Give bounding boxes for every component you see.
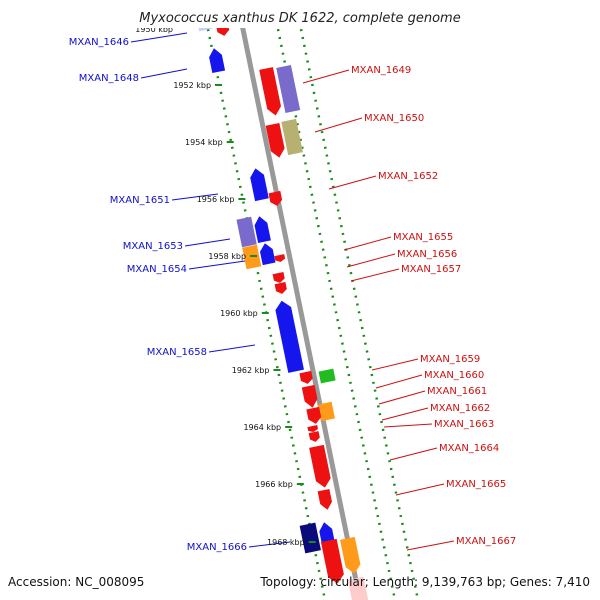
backbone-line bbox=[234, 0, 363, 600]
leader-line bbox=[184, 238, 231, 247]
gene-label-right: MXAN_1656 bbox=[397, 249, 457, 260]
leader-line bbox=[314, 117, 363, 133]
leader-line bbox=[378, 390, 426, 405]
track-guides bbox=[200, 0, 420, 600]
gene-feature-red bbox=[299, 370, 313, 384]
gene-label-left: MXAN_1658 bbox=[147, 347, 207, 358]
leader-line bbox=[188, 260, 246, 270]
gene-label-right: MXAN_1661 bbox=[427, 386, 487, 397]
leader-line bbox=[383, 423, 433, 428]
gene-feature-red bbox=[308, 431, 320, 442]
scale-tick-label: 1968 kbp bbox=[267, 538, 305, 547]
gene-label-right: MXAN_1660 bbox=[424, 370, 484, 381]
leader-line bbox=[395, 483, 445, 496]
leader-line bbox=[371, 358, 419, 371]
scale-ticks: 1952 kbp 1954 kbp 1956 kbp 1958 kbp 1960 kbp… bbox=[135, 25, 316, 547]
scale-tick-label: 1954 kbp bbox=[185, 138, 223, 147]
gene-label-left: MXAN_1651 bbox=[110, 195, 170, 206]
gene-feature-blue bbox=[275, 300, 304, 373]
label-leaders bbox=[130, 32, 455, 551]
gene-label-left: MXAN_1653 bbox=[123, 241, 183, 252]
gene-feature-blue bbox=[250, 168, 269, 202]
gene-label-right: MXAN_1652 bbox=[378, 171, 438, 182]
scale-tick-label-partial: 1950 kbp bbox=[135, 25, 173, 34]
gene-feature-red bbox=[301, 384, 318, 408]
leader-line bbox=[208, 344, 256, 353]
gene-feature-red bbox=[307, 425, 318, 432]
gene-feature-orange bbox=[340, 536, 361, 574]
gene-feature-red bbox=[274, 282, 287, 294]
gene-feature-orange bbox=[317, 401, 335, 422]
gene-label-right: MXAN_1650 bbox=[364, 113, 424, 124]
leader-line bbox=[406, 540, 455, 551]
leader-line bbox=[328, 175, 377, 190]
gene-label-left: MXAN_1666 bbox=[187, 542, 247, 553]
leader-line bbox=[171, 193, 219, 201]
gene-label-left: MXAN_1648 bbox=[79, 73, 139, 84]
scale-tick-label: 1960 kbp bbox=[220, 309, 258, 318]
gene-label-right: MXAN_1659 bbox=[420, 354, 480, 365]
gene-feature-pink bbox=[347, 576, 371, 600]
gene-feature-blue bbox=[254, 216, 271, 244]
gene-feature-olive bbox=[281, 118, 303, 156]
scale-tick-label: 1964 kbp bbox=[243, 423, 281, 432]
scale-tick-label: 1966 kbp bbox=[255, 480, 293, 489]
gene-label-left: MXAN_1646 bbox=[69, 37, 129, 48]
gene-label-right: MXAN_1649 bbox=[351, 65, 411, 76]
scale-tick-label: 1956 kbp bbox=[197, 195, 235, 204]
gene-feature-red bbox=[259, 67, 281, 116]
gene-label-right: MXAN_1665 bbox=[446, 479, 506, 490]
leader-line bbox=[350, 268, 400, 282]
scale-tick-label: 1958 kbp bbox=[208, 252, 246, 261]
leader-line bbox=[343, 236, 392, 251]
gene-feature-blue bbox=[209, 48, 226, 74]
gene-feature-red bbox=[265, 122, 285, 158]
gene-label-right: MXAN_1663 bbox=[434, 419, 494, 430]
gene-label-right: MXAN_1667 bbox=[456, 536, 516, 547]
gene-feature-red bbox=[268, 190, 283, 206]
gene-feature-purple bbox=[236, 216, 257, 248]
genome-summary-text: Topology: circular; Length: 9,139,763 bp… bbox=[259, 575, 590, 589]
gene-feature-red bbox=[309, 444, 331, 488]
scale-tick-label: 1952 kbp bbox=[173, 81, 211, 90]
gene-feature-red bbox=[272, 271, 285, 283]
gene-feature-red bbox=[306, 406, 322, 424]
leader-line bbox=[346, 253, 396, 268]
gene-feature-red bbox=[317, 488, 332, 510]
genome-backbone bbox=[234, 0, 363, 600]
leader-line bbox=[140, 68, 188, 79]
page-title: Myxococcus xanthus DK 1622, complete gen… bbox=[139, 11, 460, 26]
leader-line bbox=[381, 407, 429, 421]
gene-label-right: MXAN_1655 bbox=[393, 232, 453, 243]
leader-line bbox=[389, 447, 438, 461]
scale-tick-label: 1962 kbp bbox=[232, 366, 270, 375]
leader-line bbox=[375, 374, 423, 389]
gene-label-right: MXAN_1664 bbox=[439, 443, 499, 454]
gene-label-right: MXAN_1657 bbox=[401, 264, 461, 275]
title-backdrop bbox=[110, 0, 490, 28]
gene-feature-purple bbox=[276, 64, 301, 114]
accession-text: Accession: NC_008095 bbox=[8, 575, 144, 589]
gene-labels: MXAN_1646 MXAN_1648 MXAN_1651 MXAN_1653 MXAN… bbox=[69, 37, 517, 553]
guide-left bbox=[200, 0, 327, 600]
gene-feature-red bbox=[320, 538, 344, 584]
leader-line bbox=[130, 32, 188, 43]
gene-feature-red bbox=[274, 254, 286, 262]
gene-label-right: MXAN_1662 bbox=[430, 403, 490, 414]
guide-outer-right bbox=[293, 0, 420, 600]
gene-features bbox=[195, 0, 371, 600]
gene-feature-green bbox=[318, 368, 336, 384]
gene-label-left: MXAN_1654 bbox=[127, 264, 187, 275]
gene-feature-blue bbox=[259, 243, 276, 266]
leader-line bbox=[302, 69, 350, 84]
leader-line bbox=[248, 541, 291, 548]
gene-feature-navy bbox=[299, 522, 321, 554]
